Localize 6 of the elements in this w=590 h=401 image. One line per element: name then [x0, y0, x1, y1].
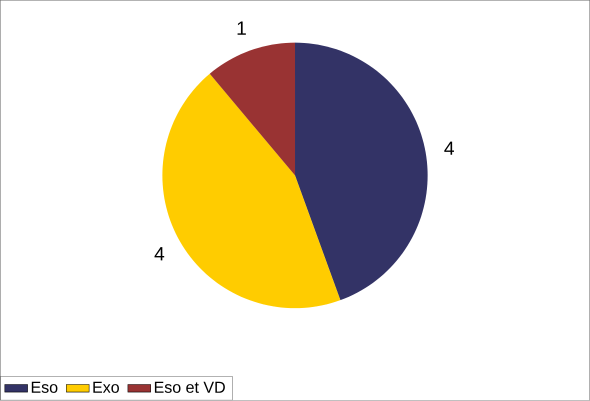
legend-label: Eso [32, 382, 58, 394]
legend-label: Exo [93, 382, 119, 394]
data-label: 4 [444, 142, 454, 155]
legend-label: Eso et VD [154, 382, 225, 394]
data-label: 1 [238, 22, 246, 35]
data-label: 4 [154, 247, 164, 261]
